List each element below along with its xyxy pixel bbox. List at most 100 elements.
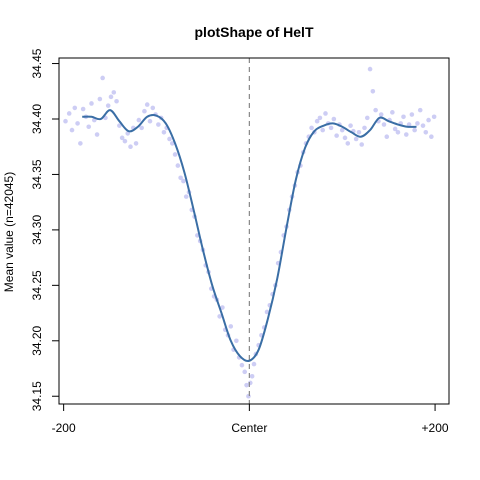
scatter-point-23 (128, 144, 133, 150)
scatter-point-107 (356, 130, 362, 135)
scatter-point-124 (403, 132, 409, 137)
scatter-point-59 (228, 324, 234, 329)
scatter-point-92 (314, 118, 320, 124)
scatter-point-26 (136, 117, 142, 123)
scatter-point-29 (144, 102, 150, 107)
scatter-point-112 (370, 88, 376, 94)
scatter-point-119 (390, 110, 395, 115)
scatter-point-66 (246, 393, 251, 399)
scatter-point-4 (75, 121, 80, 126)
scatter-point-37 (167, 136, 172, 142)
scatter-point-131 (423, 130, 429, 135)
scatter-point-25 (133, 141, 139, 146)
scatter-point-132 (426, 117, 431, 123)
scatter-point-13 (100, 75, 105, 81)
scatter-point-16 (108, 94, 114, 100)
scatter-point-5 (78, 141, 83, 146)
chart-title: plotShape of HelT (195, 24, 314, 40)
scatter-point-121 (395, 130, 401, 135)
scatter-point-108 (359, 142, 365, 147)
scatter-point-12 (97, 96, 103, 102)
scatter-point-99 (334, 133, 339, 138)
plot-frame (58, 57, 450, 405)
scatter-point-111 (367, 66, 373, 72)
scatter-point-21 (122, 138, 128, 144)
scatter-point-130 (420, 123, 426, 128)
scatter-point-123 (401, 114, 406, 120)
scatter-point-68 (249, 373, 255, 379)
scatter-point-43 (183, 194, 189, 199)
scatter-point-110 (364, 115, 370, 121)
scatter-point-101 (339, 127, 345, 133)
y-axis: 34.15 34.20 34.25 34.30 34.35 34.40 34.45 (30, 48, 60, 411)
scatter-point-56 (220, 305, 225, 310)
scatter-point-65 (244, 382, 249, 388)
scatter-point-55 (217, 314, 222, 319)
scatter-point-3 (72, 105, 78, 111)
scatter-point-19 (117, 123, 122, 128)
scatter-point-35 (161, 130, 167, 135)
y-tick-label-6: 34.45 (30, 48, 44, 78)
scatter-point-98 (331, 116, 337, 122)
scatter-point-67 (247, 380, 253, 386)
scatter-point-126 (409, 112, 415, 117)
scatter-point-17 (111, 90, 117, 95)
y-tick-label-3: 34.30 (30, 215, 44, 245)
smooth-curve (82, 109, 417, 363)
scatter-point-94 (320, 127, 326, 133)
scatter-point-8 (86, 124, 92, 130)
scatter-point-31 (150, 105, 156, 111)
scatter-point-117 (384, 134, 390, 140)
scatter-point-63 (239, 362, 245, 368)
scatter-point-120 (392, 126, 398, 132)
scatter-point-30 (147, 118, 153, 124)
scatter-point-113 (373, 107, 378, 113)
scatter-point-6 (80, 106, 86, 112)
scatter-point-38 (169, 141, 175, 146)
scatter-point-69 (251, 361, 257, 367)
x-tick-label-0: -200 (52, 421, 76, 435)
scatter-point-95 (323, 111, 328, 116)
y-tick-label-4: 34.35 (30, 159, 44, 189)
scatter-point-128 (415, 121, 420, 126)
scatter-point-2 (69, 127, 75, 133)
scatter-point-116 (381, 122, 387, 127)
scatter-point-42 (181, 178, 186, 184)
scatter-point-106 (353, 136, 359, 142)
scatter-point-9 (89, 101, 94, 106)
x-axis: -200 Center +200 (52, 403, 449, 435)
scatter-point-134 (431, 114, 437, 120)
scatter-point-102 (342, 135, 348, 141)
scatter-point-90 (309, 125, 314, 131)
scatter-point-40 (175, 163, 181, 168)
scatter-point-18 (114, 98, 119, 104)
scatter-point-109 (362, 125, 367, 131)
scatter-point-104 (348, 123, 353, 128)
scatter-point-93 (317, 115, 323, 121)
scatter-point-133 (429, 134, 434, 140)
scatter-point-41 (178, 175, 183, 181)
scatter-point-64 (242, 369, 248, 375)
y-tick-label-1: 34.20 (30, 325, 44, 355)
scatter-point-20 (119, 135, 125, 141)
scatter-point-125 (406, 122, 412, 127)
x-tick-label-1: Center (231, 421, 267, 435)
scatter-point-127 (412, 127, 417, 133)
y-tick-label-5: 34.40 (30, 104, 44, 134)
scatter-point-1 (66, 111, 72, 116)
scatter-point-33 (156, 122, 161, 127)
scatter-point-97 (328, 125, 334, 131)
y-axis-label: Mean value (n=42045) (2, 172, 16, 292)
scatter-point-27 (139, 125, 144, 131)
scatter-point-115 (378, 112, 384, 117)
scatter-point-129 (417, 107, 423, 113)
scatter-point-61 (234, 338, 239, 344)
scatter-point-0 (63, 118, 68, 124)
y-tick-label-2: 34.25 (30, 270, 44, 300)
y-tick-label-0: 34.15 (30, 381, 44, 411)
scatter-point-28 (142, 108, 147, 114)
scatter-point-11 (94, 132, 100, 137)
scatter-point-103 (345, 141, 351, 146)
scatter-point-39 (172, 152, 178, 157)
